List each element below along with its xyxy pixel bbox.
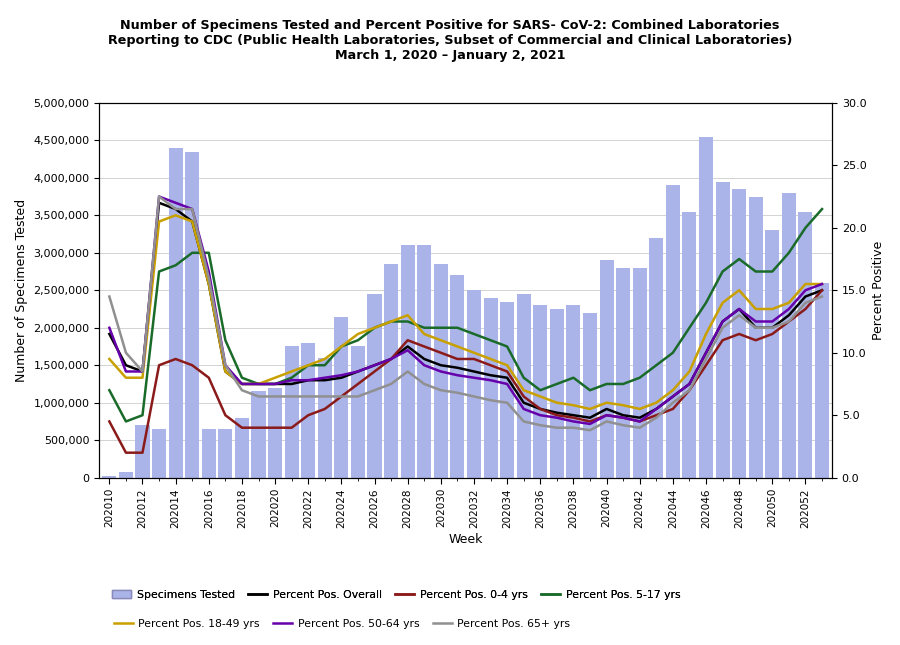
- Bar: [798, 212, 813, 478]
- Bar: [749, 197, 763, 478]
- Bar: [616, 268, 630, 478]
- Bar: [450, 275, 464, 478]
- Bar: [467, 290, 481, 478]
- Bar: [152, 429, 166, 478]
- Text: Number of Specimens Tested and Percent Positive for SARS- CoV-2: Combined Labora: Number of Specimens Tested and Percent P…: [108, 19, 792, 63]
- Bar: [716, 181, 730, 478]
- Bar: [550, 309, 564, 478]
- Bar: [533, 305, 547, 478]
- Bar: [268, 388, 282, 478]
- Bar: [434, 264, 448, 478]
- Bar: [351, 346, 365, 478]
- Bar: [235, 418, 249, 478]
- Bar: [599, 261, 614, 478]
- Bar: [732, 189, 746, 478]
- Bar: [284, 346, 299, 478]
- Bar: [682, 212, 697, 478]
- Bar: [633, 268, 647, 478]
- Legend: Percent Pos. 18-49 yrs, Percent Pos. 50-64 yrs, Percent Pos. 65+ yrs: Percent Pos. 18-49 yrs, Percent Pos. 50-…: [109, 615, 575, 633]
- Bar: [318, 358, 332, 478]
- Bar: [400, 245, 415, 478]
- Bar: [367, 294, 382, 478]
- Bar: [666, 185, 680, 478]
- Bar: [168, 148, 183, 478]
- Y-axis label: Number of Specimens Tested: Number of Specimens Tested: [15, 199, 28, 382]
- Y-axis label: Percent Positive: Percent Positive: [872, 241, 885, 340]
- Bar: [483, 298, 498, 478]
- X-axis label: Week: Week: [448, 533, 483, 546]
- Legend: Specimens Tested, Percent Pos. Overall, Percent Pos. 0-4 yrs, Percent Pos. 5-17 : Specimens Tested, Percent Pos. Overall, …: [107, 586, 685, 604]
- Bar: [119, 471, 133, 478]
- Bar: [649, 238, 663, 478]
- Bar: [699, 137, 713, 478]
- Bar: [302, 342, 315, 478]
- Bar: [334, 317, 348, 478]
- Bar: [517, 294, 531, 478]
- Bar: [219, 429, 232, 478]
- Bar: [418, 245, 431, 478]
- Bar: [185, 152, 199, 478]
- Bar: [566, 305, 580, 478]
- Bar: [202, 429, 216, 478]
- Bar: [251, 392, 266, 478]
- Bar: [500, 301, 514, 478]
- Bar: [583, 313, 597, 478]
- Bar: [815, 283, 829, 478]
- Bar: [103, 476, 116, 478]
- Bar: [765, 230, 779, 478]
- Bar: [782, 193, 796, 478]
- Bar: [136, 425, 149, 478]
- Bar: [384, 264, 398, 478]
